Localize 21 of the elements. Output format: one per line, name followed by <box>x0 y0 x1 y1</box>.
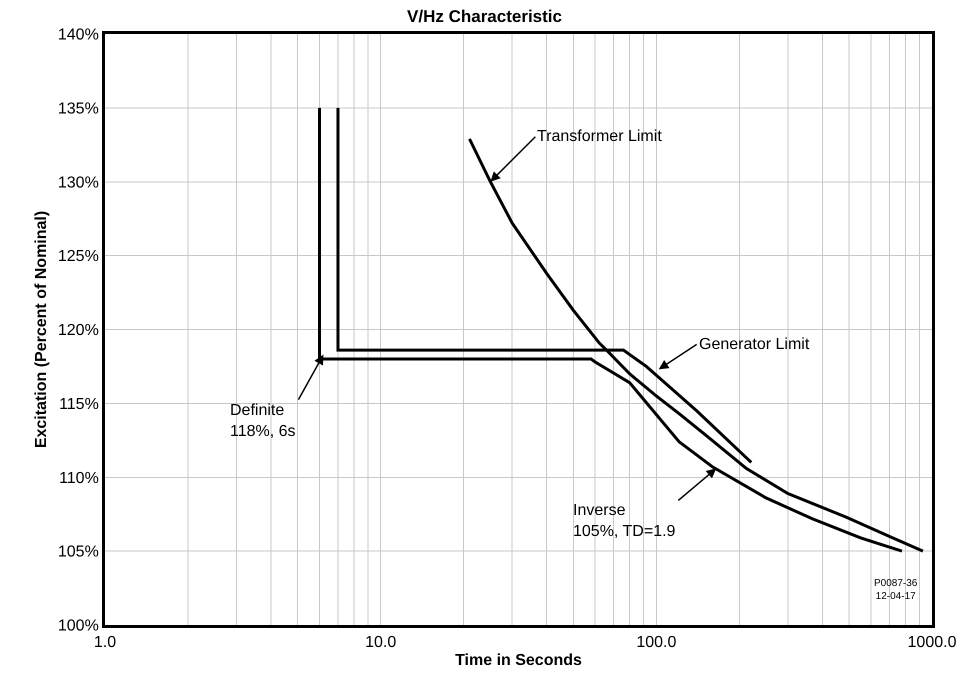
y-tick-label: 130% <box>58 174 99 192</box>
y-tick-label: 100% <box>58 618 99 635</box>
y-tick-label: 120% <box>58 322 99 340</box>
x-tick-label: 1000.0 <box>908 634 957 652</box>
annotation: Inverse 105%, TD=1.9 <box>573 502 676 540</box>
y-tick-label: 115% <box>59 396 99 413</box>
x-tick-label: 1.0 <box>94 634 116 652</box>
chart-title: V/Hz Characteristic <box>407 7 562 26</box>
annotation: P0087-36 12-04-17 <box>874 578 918 602</box>
y-axis-title: Excitation (Percent of Nominal) <box>32 210 50 448</box>
y-tick-label: 135% <box>58 100 99 118</box>
x-tick-label: 100.0 <box>636 634 676 652</box>
x-tick-label: 10.0 <box>365 634 396 652</box>
x-axis-title: Time in Seconds <box>455 652 582 669</box>
annotation: Transformer Limit <box>537 128 662 145</box>
annotation: Definite 118%, 6s <box>230 402 296 440</box>
annotation: Generator Limit <box>699 336 810 353</box>
y-tick-label: 110% <box>59 470 99 487</box>
y-tick-label: 140% <box>58 26 99 44</box>
y-tick-label: 105% <box>58 544 99 561</box>
y-tick-label: 125% <box>58 248 99 266</box>
